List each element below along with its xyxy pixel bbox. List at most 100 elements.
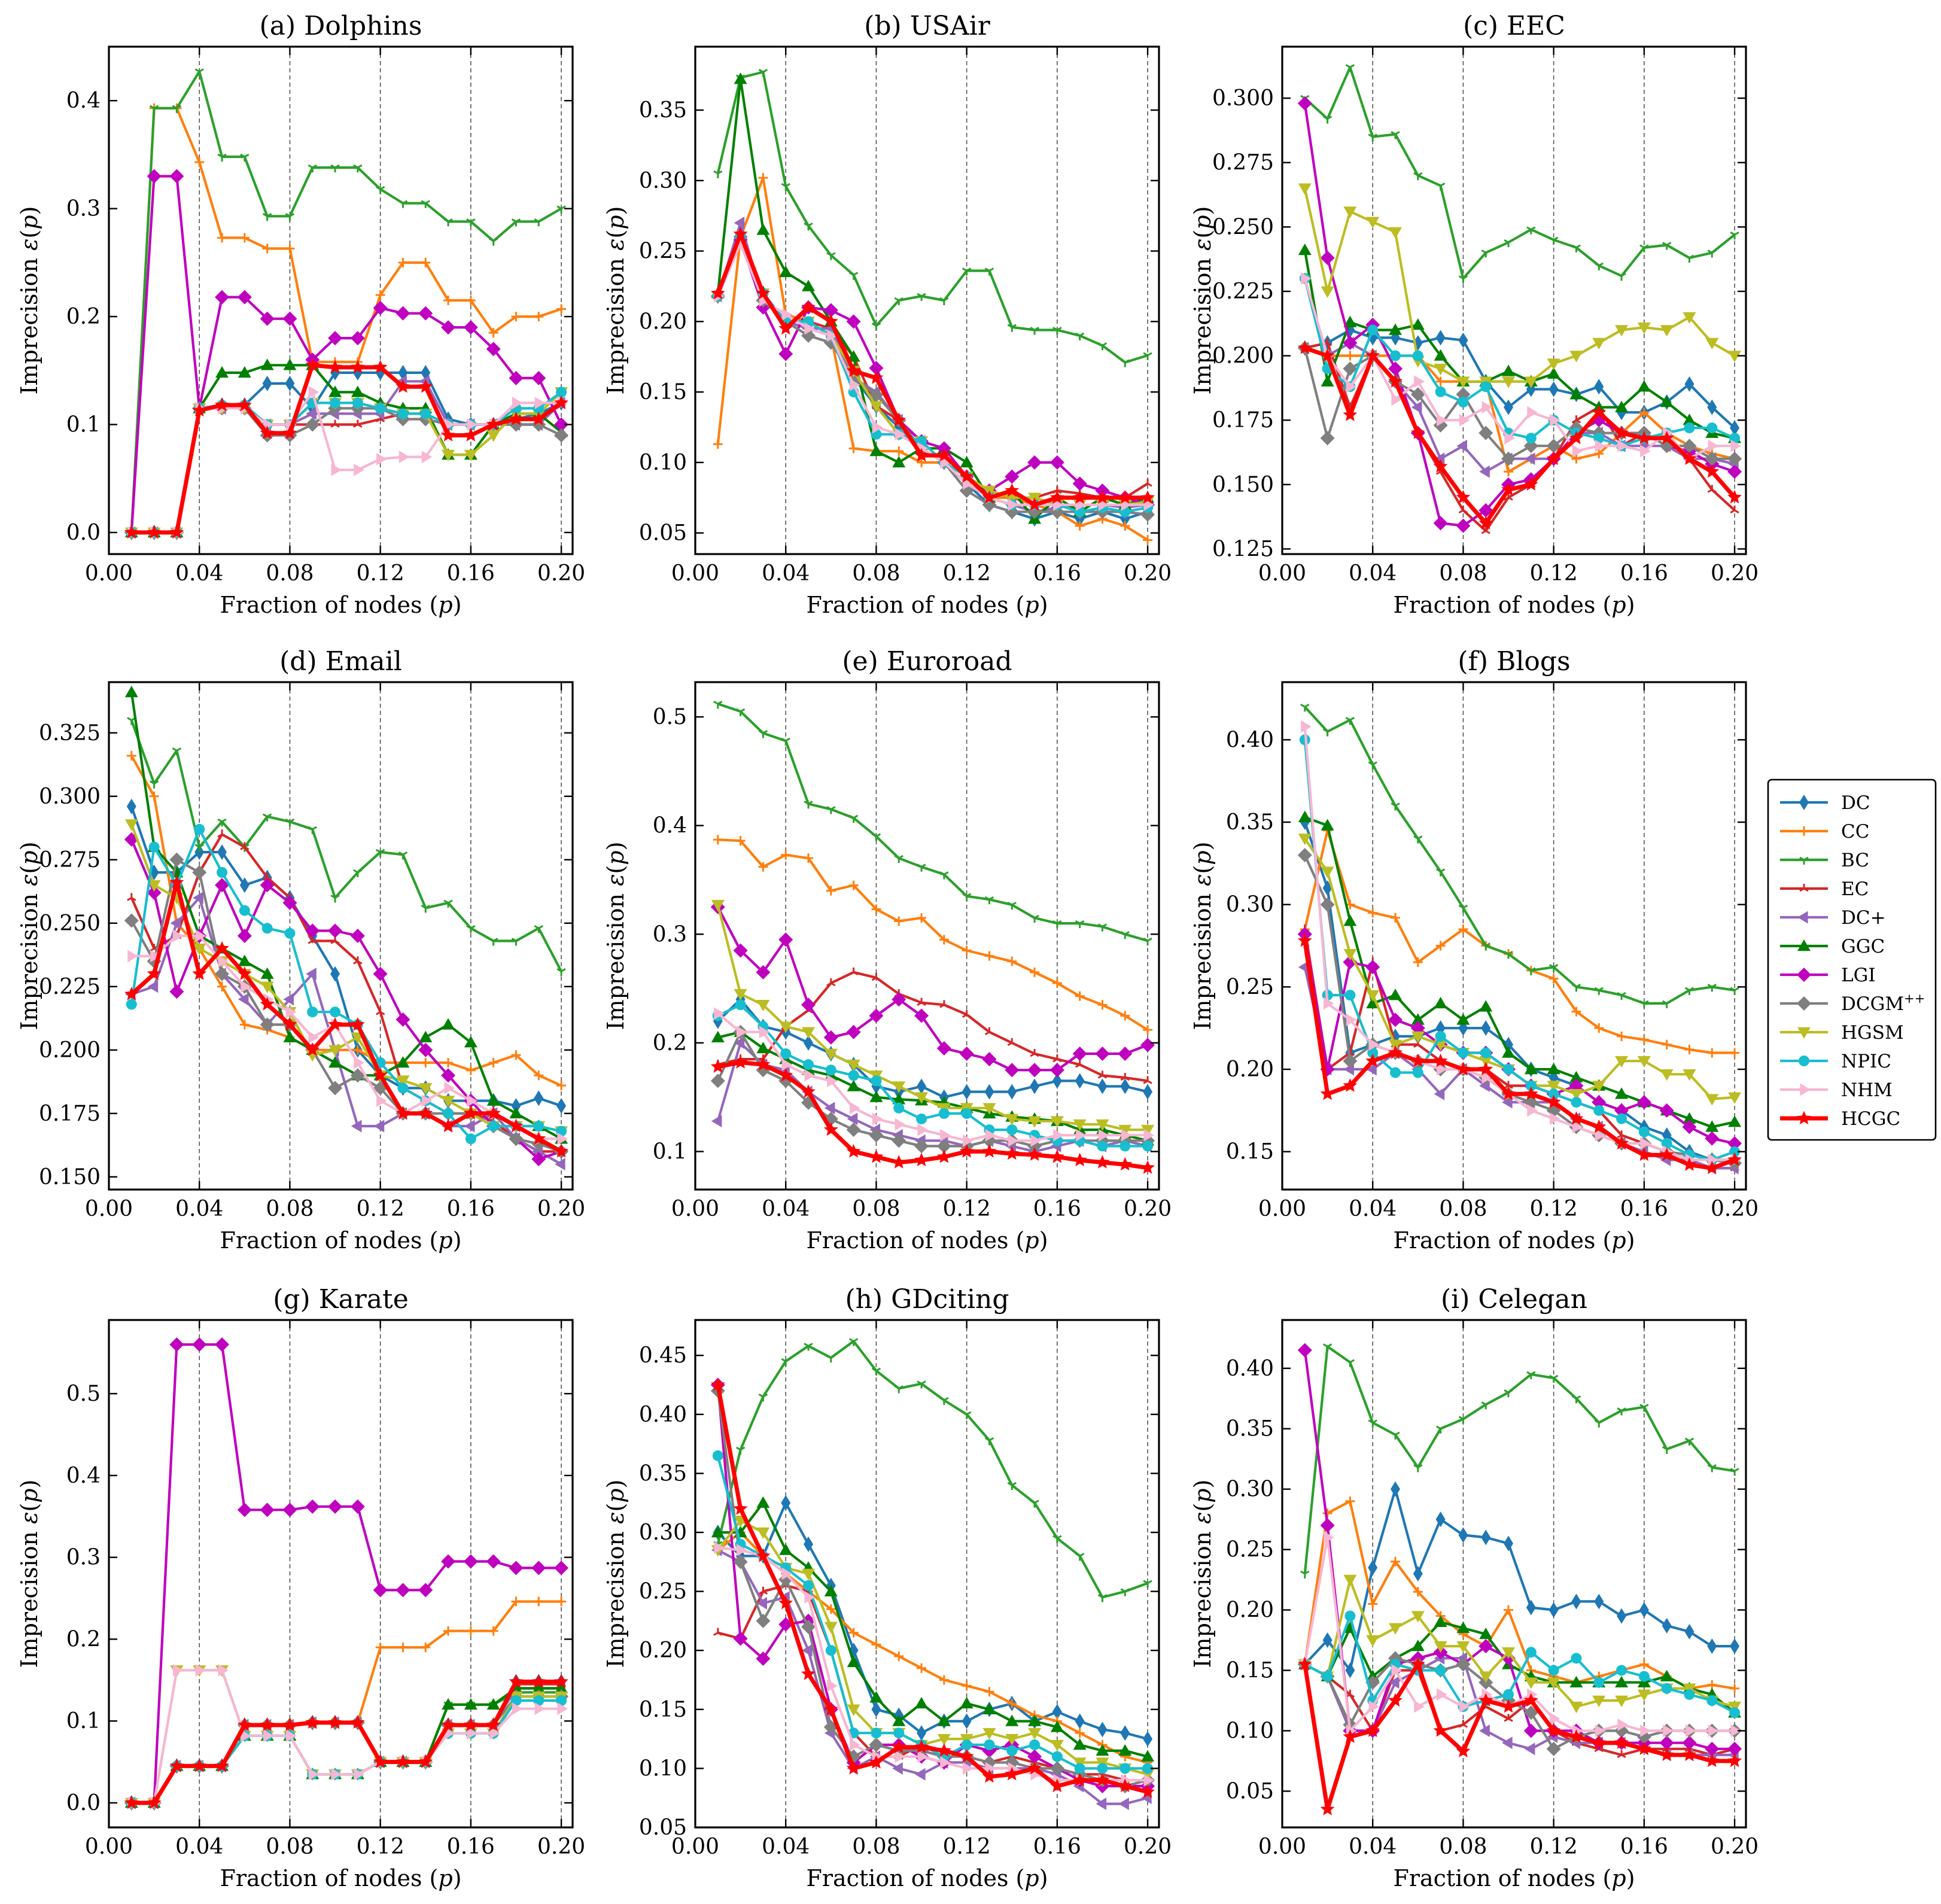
data-point [1550, 1712, 1560, 1725]
data-point [1368, 908, 1378, 918]
data-point [1502, 364, 1516, 376]
data-point [1659, 1735, 1674, 1750]
data-point [733, 1631, 748, 1646]
data-point [1458, 275, 1468, 284]
data-point [217, 818, 227, 827]
data-point [330, 1006, 341, 1018]
data-point [376, 452, 387, 466]
data-point [756, 1613, 771, 1628]
data-point [557, 1132, 568, 1145]
data-point [1343, 949, 1357, 961]
data-point [1030, 1500, 1039, 1508]
y-axis-label: Imprecision ε(p) [1189, 842, 1216, 1030]
data-point [892, 1093, 906, 1105]
legend-entry: DCGM++ [1780, 991, 1925, 1015]
data-point [1458, 1527, 1468, 1543]
data-point [1300, 703, 1310, 712]
data-point [1525, 1647, 1537, 1658]
y-axis-label: Imprecision ε(p) [16, 1480, 42, 1668]
data-point [169, 852, 184, 867]
x-tick-label: 0.16 [447, 1197, 495, 1221]
data-point [418, 1583, 433, 1598]
data-point [238, 366, 251, 378]
data-point [509, 1561, 524, 1575]
data-point [961, 1739, 972, 1750]
data-point [892, 1739, 906, 1753]
data-point [1321, 819, 1334, 831]
data-point [1028, 1714, 1042, 1726]
x-tick-label: 0.16 [447, 561, 495, 586]
data-point [375, 848, 385, 857]
data-point [871, 1367, 881, 1376]
data-point [1390, 350, 1401, 361]
data-point [1456, 439, 1468, 452]
data-point [1592, 1119, 1607, 1133]
data-point [1027, 1063, 1042, 1078]
data-point [1346, 380, 1357, 393]
data-point [1481, 526, 1490, 534]
data-point [1705, 1094, 1719, 1106]
data-point [170, 917, 181, 930]
data-point [846, 363, 861, 377]
y-tick-label: 0.275 [1212, 151, 1274, 175]
data-point [1481, 401, 1493, 414]
data-point [531, 1674, 546, 1688]
data-point [1571, 1006, 1581, 1017]
legend-entry: DC+ [1780, 907, 1886, 929]
y-tick-label: 0.20 [1226, 1057, 1274, 1082]
data-point [1097, 1763, 1108, 1774]
data-point [1005, 1733, 1019, 1746]
data-point [328, 360, 342, 373]
data-point [466, 1626, 476, 1636]
data-point [984, 1437, 994, 1446]
data-point [444, 1081, 455, 1094]
data-point [1005, 469, 1020, 484]
data-point [804, 322, 816, 335]
data-point [464, 1698, 477, 1710]
x-tick-label: 0.08 [266, 1197, 314, 1221]
x-tick-label: 0.20 [537, 1197, 585, 1221]
data-point [894, 854, 903, 863]
data-point [1005, 1146, 1020, 1160]
data-point [1638, 1671, 1650, 1682]
y-tick-label: 0.1 [653, 1139, 687, 1164]
data-point [802, 1644, 813, 1657]
data-point [892, 412, 906, 427]
data-point [1728, 1092, 1742, 1104]
data-point [1050, 1778, 1064, 1793]
data-point [354, 463, 364, 476]
data-point [556, 1098, 567, 1114]
data-point [1637, 322, 1651, 334]
data-point [1637, 380, 1651, 392]
data-point [825, 1645, 836, 1656]
data-point [735, 708, 746, 717]
data-point [871, 904, 881, 914]
data-point [1569, 1701, 1583, 1714]
data-point [147, 880, 161, 892]
data-point [441, 1554, 456, 1569]
data-point [1140, 1160, 1155, 1174]
data-point [869, 1008, 884, 1023]
data-point [352, 397, 363, 409]
data-point [443, 1626, 454, 1636]
data-point [1548, 1665, 1559, 1676]
data-point [554, 1561, 569, 1575]
data-point [894, 1651, 904, 1662]
data-point [442, 1698, 455, 1710]
data-point [1118, 1797, 1129, 1811]
data-point [1571, 1097, 1582, 1108]
x-tick-label: 0.20 [537, 561, 585, 586]
data-point [1572, 1120, 1583, 1133]
data-point [284, 927, 296, 939]
y-tick-label: 0.10 [1226, 1719, 1274, 1743]
y-tick-label: 0.25 [1226, 1538, 1274, 1562]
data-point [1617, 1407, 1626, 1416]
data-point [554, 1143, 568, 1158]
y-tick-label: 0.4 [66, 89, 101, 113]
data-point [262, 375, 272, 391]
data-point [1685, 1724, 1696, 1737]
data-point [895, 428, 906, 441]
data-point [1524, 1742, 1535, 1756]
data-point [733, 943, 748, 958]
chart-title: (i) Celegan [1441, 1284, 1587, 1315]
